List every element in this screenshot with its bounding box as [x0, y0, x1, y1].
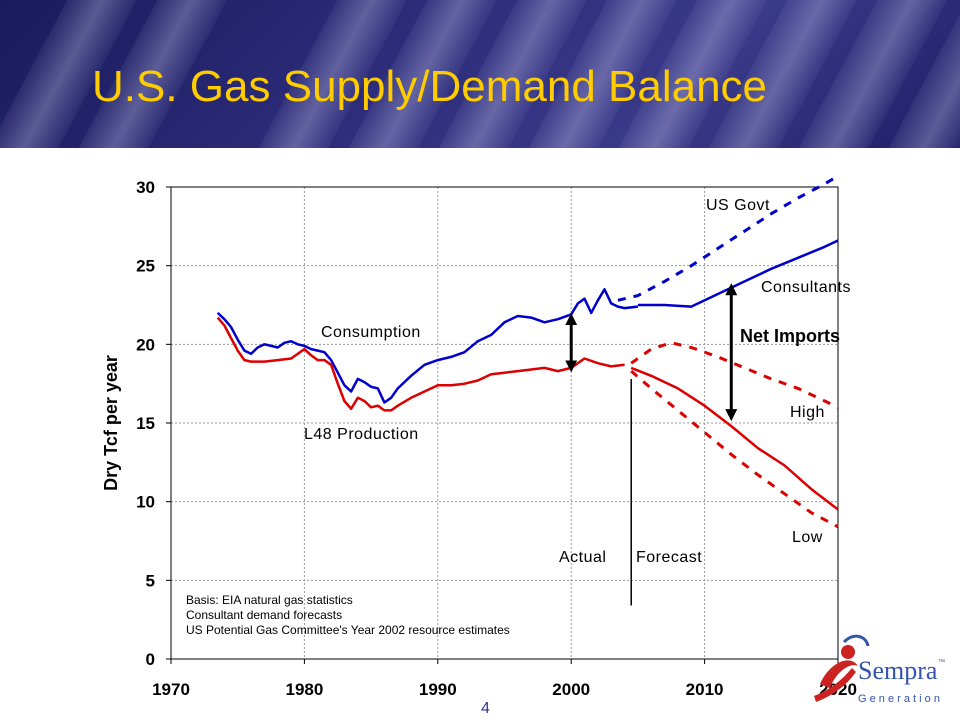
x-tick-label: 1970 [152, 680, 190, 699]
actual-label: Actual [559, 549, 606, 566]
title-banner [0, 0, 960, 148]
y-tick-label: 10 [136, 493, 155, 512]
y-tick-label: 30 [136, 178, 155, 197]
basis-note-line: Consultant demand forecasts [186, 608, 342, 622]
logo-tm: ™ [938, 659, 945, 666]
y-tick-label: 5 [146, 571, 155, 590]
x-tick-label: 1990 [419, 680, 457, 699]
net-imports-label: Net Imports [740, 326, 840, 346]
sempra-head-icon [841, 645, 855, 659]
sempra-logo: Sempra ™ G e n e r a t i o n [814, 634, 945, 705]
high-line [630, 341, 839, 409]
y-tick-label: 25 [136, 257, 155, 276]
slide-title: U.S. Gas Supply/Demand Balance [92, 62, 768, 111]
y-tick-label: 0 [146, 650, 155, 669]
l48-production-line [216, 316, 625, 412]
x-tick-label: 1980 [285, 680, 323, 699]
consultants-line [637, 239, 839, 308]
consultants-label: Consultants [761, 279, 851, 296]
us-govt-label: US Govt [706, 197, 770, 214]
logo-brand-text: Sempra [858, 656, 938, 685]
sempra-swoosh-icon [842, 634, 870, 647]
low-label: Low [792, 529, 823, 546]
logo-subtext: G e n e r a t i o n [858, 693, 940, 705]
us-govt-line [617, 174, 839, 302]
consumption-line [216, 288, 639, 404]
y-tick-label: 15 [136, 414, 155, 433]
basis-note-line: US Potential Gas Committee's Year 2002 r… [186, 623, 510, 637]
high-label: High [790, 404, 825, 421]
y-axis-label: Dry Tcf per year [101, 355, 121, 491]
l48-production-label: L48 Production [304, 426, 419, 443]
series-5-line [630, 366, 839, 511]
basis-note-line: Basis: EIA natural gas statistics [186, 593, 353, 607]
x-tick-label: 2010 [686, 680, 724, 699]
page-number: 4 [481, 700, 490, 717]
low-line [630, 369, 839, 529]
sempra-figure-icon [820, 660, 858, 688]
forecast-label: Forecast [636, 549, 702, 566]
consumption-label: Consumption [321, 324, 421, 341]
x-tick-label: 2000 [552, 680, 590, 699]
y-tick-label: 20 [136, 335, 155, 354]
